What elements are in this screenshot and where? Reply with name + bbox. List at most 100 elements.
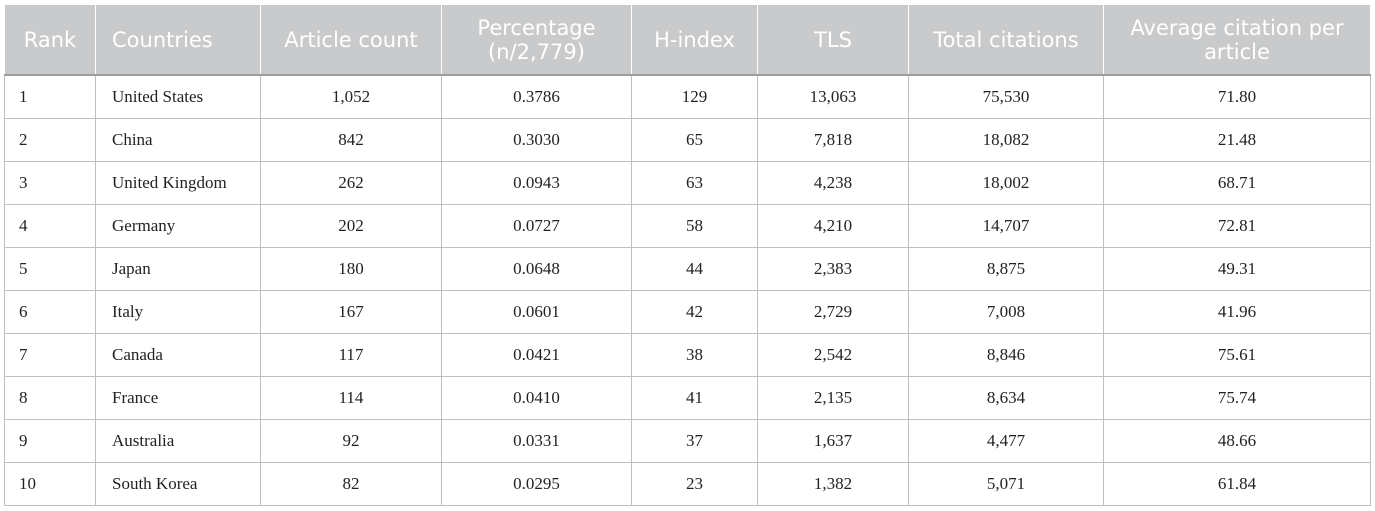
table-row: 8 France 114 0.0410 41 2,135 8,634 75.74	[4, 376, 1371, 420]
table-row: 10 South Korea 82 0.0295 23 1,382 5,071 61.84	[4, 462, 1371, 506]
cell-article-count: 117	[260, 333, 442, 377]
header-rank: Rank	[4, 4, 96, 76]
cell-percentage: 0.0943	[441, 161, 632, 205]
cell-h-index: 44	[631, 247, 758, 291]
table-row: 6 Italy 167 0.0601 42 2,729 7,008 41.96	[4, 290, 1371, 334]
header-tls: TLS	[757, 4, 909, 76]
cell-rank: 8	[4, 376, 96, 420]
cell-average-citation: 49.31	[1103, 247, 1371, 291]
cell-tls: 2,729	[757, 290, 909, 334]
cell-h-index: 23	[631, 462, 758, 506]
cell-total-citations: 14,707	[908, 204, 1104, 248]
table-header-row: Rank Countries Article count Percentage …	[4, 4, 1371, 76]
cell-article-count: 1,052	[260, 74, 442, 119]
cell-percentage: 0.3030	[441, 118, 632, 162]
cell-article-count: 114	[260, 376, 442, 420]
cell-article-count: 180	[260, 247, 442, 291]
table-row: 1 United States 1,052 0.3786 129 13,063 75,530…	[4, 74, 1371, 119]
cell-average-citation: 72.81	[1103, 204, 1371, 248]
cell-total-citations: 18,002	[908, 161, 1104, 205]
cell-percentage: 0.0331	[441, 419, 632, 463]
cell-tls: 7,818	[757, 118, 909, 162]
cell-rank: 1	[4, 74, 96, 119]
cell-tls: 13,063	[757, 74, 909, 119]
country-table-container: Rank Countries Article count Percentage …	[4, 4, 1371, 506]
cell-rank: 7	[4, 333, 96, 377]
cell-h-index: 42	[631, 290, 758, 334]
cell-h-index: 37	[631, 419, 758, 463]
cell-tls: 4,210	[757, 204, 909, 248]
cell-h-index: 58	[631, 204, 758, 248]
country-publication-table: Rank Countries Article count Percentage …	[4, 4, 1371, 506]
cell-country: South Korea	[95, 462, 261, 506]
cell-rank: 4	[4, 204, 96, 248]
cell-average-citation: 75.74	[1103, 376, 1371, 420]
cell-article-count: 167	[260, 290, 442, 334]
cell-total-citations: 8,846	[908, 333, 1104, 377]
header-h-index: H-index	[631, 4, 758, 76]
cell-percentage: 0.0601	[441, 290, 632, 334]
cell-h-index: 41	[631, 376, 758, 420]
cell-average-citation: 71.80	[1103, 74, 1371, 119]
cell-country: Canada	[95, 333, 261, 377]
cell-total-citations: 18,082	[908, 118, 1104, 162]
cell-total-citations: 4,477	[908, 419, 1104, 463]
header-total-citations: Total citations	[908, 4, 1104, 76]
cell-average-citation: 48.66	[1103, 419, 1371, 463]
cell-average-citation: 41.96	[1103, 290, 1371, 334]
cell-rank: 6	[4, 290, 96, 334]
cell-h-index: 38	[631, 333, 758, 377]
cell-article-count: 92	[260, 419, 442, 463]
table-row: 3 United Kingdom 262 0.0943 63 4,238 18,002 68.…	[4, 161, 1371, 205]
cell-rank: 9	[4, 419, 96, 463]
cell-percentage: 0.3786	[441, 74, 632, 119]
header-countries: Countries	[95, 4, 261, 76]
cell-country: France	[95, 376, 261, 420]
cell-average-citation: 61.84	[1103, 462, 1371, 506]
cell-total-citations: 8,634	[908, 376, 1104, 420]
cell-percentage: 0.0410	[441, 376, 632, 420]
cell-rank: 3	[4, 161, 96, 205]
cell-h-index: 129	[631, 74, 758, 119]
cell-country: Germany	[95, 204, 261, 248]
cell-rank: 5	[4, 247, 96, 291]
cell-article-count: 262	[260, 161, 442, 205]
table-row: 4 Germany 202 0.0727 58 4,210 14,707 72.81	[4, 204, 1371, 248]
cell-country: China	[95, 118, 261, 162]
header-average-citation: Average citation per article	[1103, 4, 1371, 76]
header-percentage: Percentage (n/2,779)	[441, 4, 632, 76]
cell-tls: 2,135	[757, 376, 909, 420]
table-row: 7 Canada 117 0.0421 38 2,542 8,846 75.61	[4, 333, 1371, 377]
cell-article-count: 202	[260, 204, 442, 248]
cell-country: United States	[95, 74, 261, 119]
cell-tls: 1,382	[757, 462, 909, 506]
table-row: 2 China 842 0.3030 65 7,818 18,082 21.48	[4, 118, 1371, 162]
cell-tls: 2,542	[757, 333, 909, 377]
cell-total-citations: 5,071	[908, 462, 1104, 506]
cell-h-index: 63	[631, 161, 758, 205]
cell-average-citation: 75.61	[1103, 333, 1371, 377]
cell-percentage: 0.0421	[441, 333, 632, 377]
cell-average-citation: 68.71	[1103, 161, 1371, 205]
cell-total-citations: 75,530	[908, 74, 1104, 119]
cell-total-citations: 7,008	[908, 290, 1104, 334]
header-article-count: Article count	[260, 4, 442, 76]
cell-country: United Kingdom	[95, 161, 261, 205]
cell-percentage: 0.0295	[441, 462, 632, 506]
cell-rank: 10	[4, 462, 96, 506]
cell-percentage: 0.0648	[441, 247, 632, 291]
cell-percentage: 0.0727	[441, 204, 632, 248]
cell-country: Australia	[95, 419, 261, 463]
cell-article-count: 842	[260, 118, 442, 162]
cell-tls: 1,637	[757, 419, 909, 463]
cell-article-count: 82	[260, 462, 442, 506]
cell-tls: 2,383	[757, 247, 909, 291]
table-row: 5 Japan 180 0.0648 44 2,383 8,875 49.31	[4, 247, 1371, 291]
cell-h-index: 65	[631, 118, 758, 162]
table-row: 9 Australia 92 0.0331 37 1,637 4,477 48.66	[4, 419, 1371, 463]
cell-rank: 2	[4, 118, 96, 162]
cell-country: Italy	[95, 290, 261, 334]
cell-total-citations: 8,875	[908, 247, 1104, 291]
cell-average-citation: 21.48	[1103, 118, 1371, 162]
cell-tls: 4,238	[757, 161, 909, 205]
